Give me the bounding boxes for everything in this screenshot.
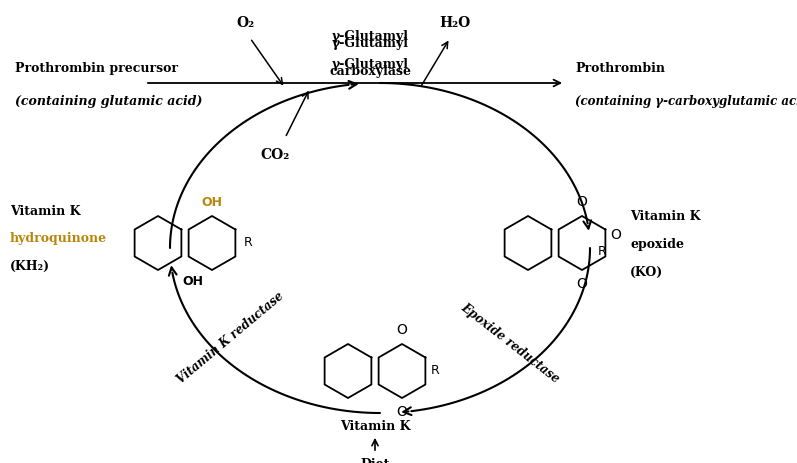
Text: Diet: Diet (360, 458, 390, 463)
Text: (KH₂): (KH₂) (10, 260, 50, 273)
Text: O: O (397, 405, 407, 419)
Text: (KO): (KO) (630, 266, 663, 279)
Text: Prothrombin: Prothrombin (575, 62, 665, 75)
Text: O: O (576, 277, 587, 291)
Text: Vitamin K: Vitamin K (630, 210, 701, 223)
Text: R: R (430, 364, 439, 377)
Text: O: O (397, 323, 407, 337)
Text: Vitamin K: Vitamin K (340, 420, 410, 433)
Text: (containing γ-carboxyglutamic acid): (containing γ-carboxyglutamic acid) (575, 95, 797, 108)
Text: γ-Glutamyl: γ-Glutamyl (332, 58, 409, 71)
Text: OH: OH (183, 275, 203, 288)
Text: O₂: O₂ (236, 16, 254, 30)
Text: Vitamin K reductase: Vitamin K reductase (174, 290, 286, 386)
Text: γ-Glutamyl: γ-Glutamyl (332, 37, 409, 50)
Text: epoxide: epoxide (630, 238, 684, 251)
Text: O: O (576, 195, 587, 209)
Text: R: R (244, 237, 252, 250)
Text: Epoxide reductase: Epoxide reductase (458, 300, 562, 385)
Text: R: R (599, 244, 607, 257)
Text: (containing glutamic acid): (containing glutamic acid) (15, 95, 202, 108)
Text: γ-Glutamyl: γ-Glutamyl (332, 30, 409, 43)
Text: Vitamin K: Vitamin K (10, 205, 80, 218)
Text: Prothrombin precursor: Prothrombin precursor (15, 62, 178, 75)
Text: CO₂: CO₂ (261, 148, 289, 162)
Text: carboxylase: carboxylase (329, 65, 411, 78)
Text: hydroquinone: hydroquinone (10, 232, 107, 245)
Text: OH: OH (202, 196, 222, 209)
Text: H₂O: H₂O (439, 16, 470, 30)
Text: O: O (611, 228, 622, 242)
